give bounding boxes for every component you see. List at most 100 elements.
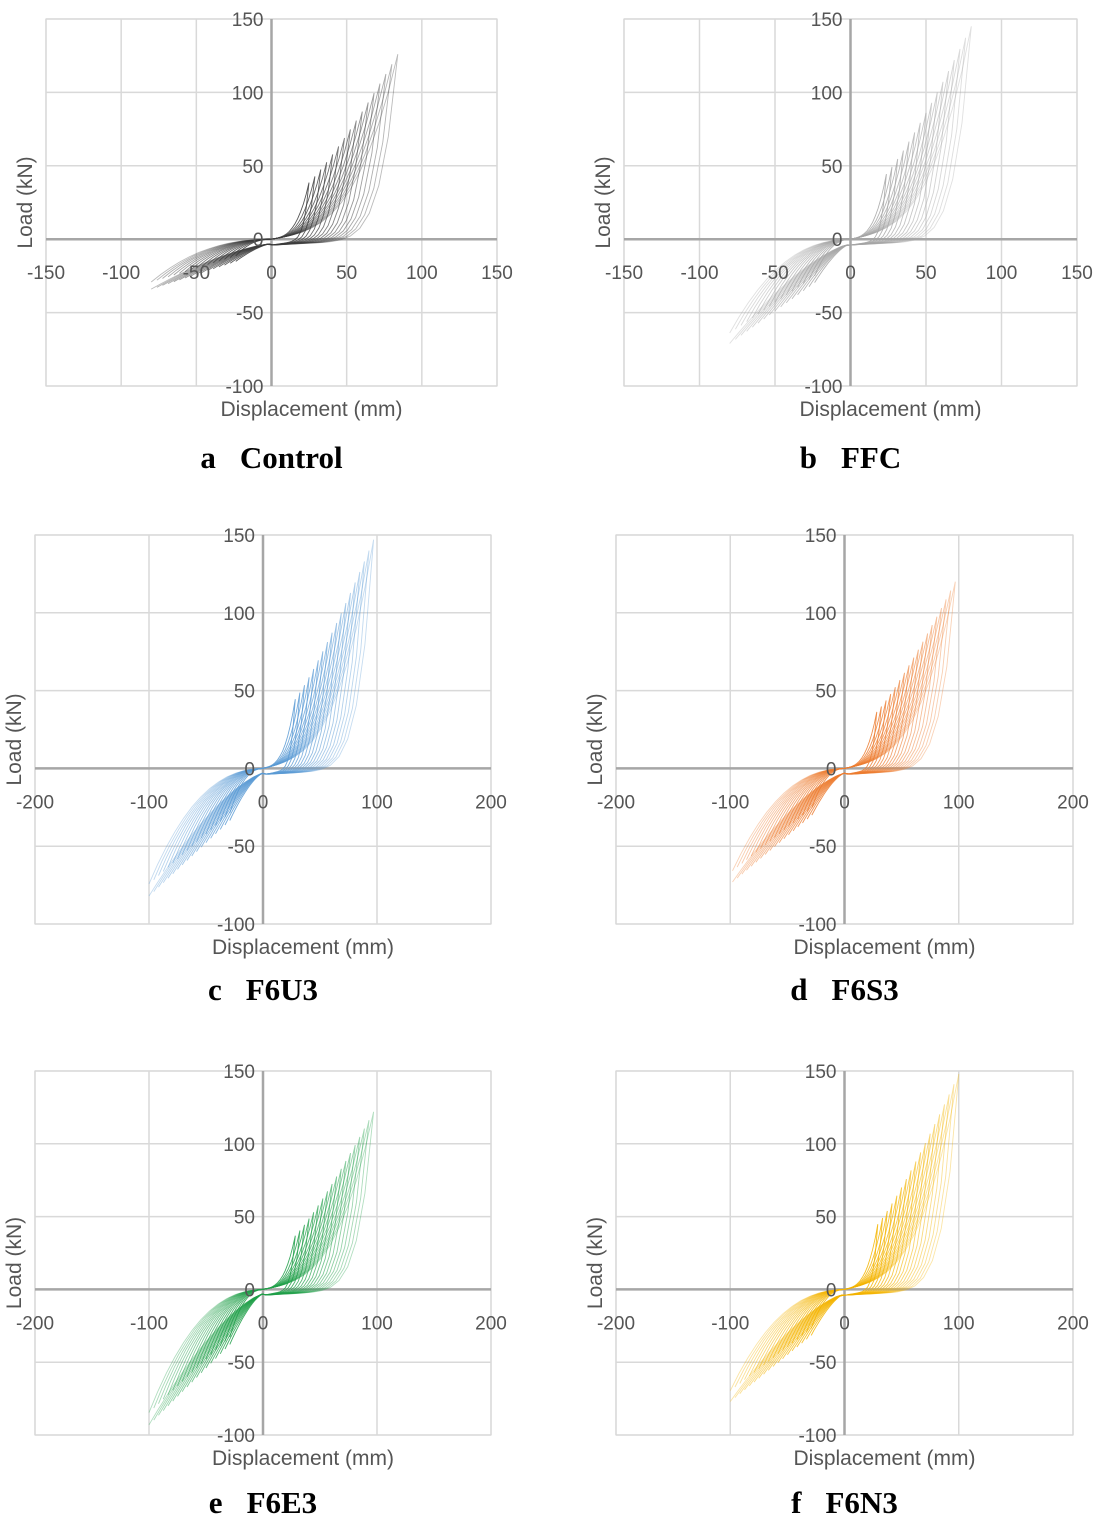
hysteresis-loop bbox=[219, 1224, 305, 1354]
panel-letter: d bbox=[790, 972, 807, 1007]
panel-name: FFC bbox=[841, 440, 901, 475]
x-tick-label: 50 bbox=[915, 263, 936, 284]
hysteresis-loop bbox=[153, 1120, 370, 1421]
hysteresis-loop bbox=[769, 649, 919, 851]
hysteresis-loop bbox=[186, 622, 338, 861]
y-tick-label: -100 bbox=[798, 915, 836, 936]
panel-caption: a Control bbox=[200, 440, 343, 475]
x-tick-label: -100 bbox=[711, 792, 749, 813]
hysteresis-loop bbox=[158, 561, 365, 888]
y-tick-label: 0 bbox=[826, 759, 837, 780]
y-tick-label: 0 bbox=[826, 1280, 837, 1301]
y-tick-label: -50 bbox=[809, 837, 836, 858]
x-axis-title: Displacement (mm) bbox=[220, 398, 402, 421]
y-tick-label: -100 bbox=[217, 1426, 255, 1447]
y-tick-label: -50 bbox=[228, 1353, 255, 1374]
y-tick-label: 0 bbox=[832, 230, 843, 251]
hysteresis-loop bbox=[148, 1111, 375, 1426]
x-tick-label: -50 bbox=[761, 263, 788, 284]
hysteresis-loop bbox=[735, 37, 967, 340]
hysteresis-loop bbox=[172, 592, 351, 875]
panel-name: F6U3 bbox=[246, 972, 318, 1007]
hysteresis-loop bbox=[148, 539, 375, 897]
y-tick-label: -100 bbox=[804, 377, 842, 398]
hysteresis-loop bbox=[763, 1143, 926, 1375]
y-tick-label: 150 bbox=[811, 10, 843, 31]
chart-panel-e: -200 -100 0 100 200-100-50050100150Displacem… bbox=[3, 1062, 507, 1520]
hysteresis-loop bbox=[181, 613, 342, 866]
hysteresis-loop bbox=[732, 581, 956, 883]
x-tick-label: 150 bbox=[1061, 263, 1093, 284]
x-axis-title: Displacement (mm) bbox=[799, 398, 981, 421]
hysteresis-loop bbox=[811, 711, 878, 816]
hysteresis-loop bbox=[788, 679, 901, 836]
hysteresis-loop bbox=[746, 60, 955, 332]
hysteresis-loop bbox=[750, 616, 938, 867]
hysteresis-loop bbox=[757, 81, 944, 324]
x-tick-label: -100 bbox=[130, 792, 168, 813]
x-tick-label: 200 bbox=[475, 792, 507, 813]
hysteresis-loop bbox=[741, 599, 947, 875]
hysteresis-loop bbox=[734, 1084, 955, 1398]
hysteresis-loop bbox=[210, 668, 315, 839]
y-tick-label: 100 bbox=[232, 83, 264, 104]
panel-name: Control bbox=[240, 440, 343, 475]
panel-letter: c bbox=[208, 972, 222, 1007]
hysteresis-series bbox=[148, 1111, 375, 1426]
hysteresis-loop bbox=[167, 1144, 356, 1407]
x-tick-label: 100 bbox=[986, 263, 1018, 284]
hysteresis-series bbox=[729, 26, 972, 344]
hysteresis-loop bbox=[736, 590, 952, 879]
y-tick-label: 100 bbox=[811, 83, 843, 104]
hysteresis-loop bbox=[805, 1217, 884, 1340]
x-tick-label: -200 bbox=[16, 1313, 54, 1334]
hysteresis-loop bbox=[744, 1104, 945, 1391]
hysteresis-loop bbox=[191, 1183, 333, 1383]
y-tick-label: 50 bbox=[242, 157, 263, 178]
hysteresis-loop bbox=[792, 687, 896, 832]
y-tick-label: -100 bbox=[798, 1426, 836, 1447]
x-tick-label: 100 bbox=[361, 1313, 393, 1334]
panel-name: F6E3 bbox=[247, 1485, 318, 1520]
y-tick-label: 150 bbox=[805, 1062, 837, 1083]
x-tick-label: -150 bbox=[27, 263, 65, 284]
hysteresis-loop bbox=[186, 1176, 338, 1388]
hysteresis-loop bbox=[806, 706, 882, 820]
hysteresis-loop bbox=[785, 132, 916, 304]
y-axis-title: Load (kN) bbox=[14, 156, 37, 248]
x-tick-label: 200 bbox=[1057, 1313, 1089, 1334]
hysteresis-loop bbox=[215, 1218, 310, 1359]
y-tick-label: 0 bbox=[244, 759, 255, 780]
y-tick-label: -100 bbox=[217, 915, 255, 936]
hysteresis-loop bbox=[191, 632, 333, 857]
hysteresis-loop bbox=[797, 693, 892, 828]
hysteresis-loop bbox=[167, 83, 381, 284]
hysteresis-loop bbox=[205, 1205, 319, 1369]
chart-panel-b: -150 -100 -50 0 50 100 150-100-50050100150Disp… bbox=[592, 10, 1093, 475]
hysteresis-loop bbox=[814, 174, 887, 283]
hysteresis-loop bbox=[755, 625, 933, 863]
x-tick-label: 0 bbox=[839, 792, 850, 813]
x-tick-label: 50 bbox=[336, 263, 357, 284]
x-tick-label: 0 bbox=[258, 1313, 269, 1334]
x-tick-label: 100 bbox=[406, 263, 438, 284]
y-tick-label: 50 bbox=[234, 1208, 255, 1229]
y-tick-label: 150 bbox=[223, 1062, 255, 1083]
y-axis-title: Load (kN) bbox=[3, 693, 26, 785]
y-axis-title: Load (kN) bbox=[3, 1217, 26, 1309]
hysteresis-loop bbox=[797, 150, 904, 296]
x-tick-label: 100 bbox=[943, 1313, 975, 1334]
x-tick-label: 100 bbox=[361, 792, 393, 813]
panel-letter: b bbox=[800, 440, 817, 475]
panel-name: F6S3 bbox=[832, 972, 899, 1007]
y-axis-title: Load (kN) bbox=[584, 1217, 607, 1309]
hysteresis-loop bbox=[729, 1073, 960, 1402]
y-tick-label: 150 bbox=[805, 526, 837, 547]
hysteresis-loop bbox=[808, 166, 893, 287]
hysteresis-loop bbox=[774, 112, 927, 312]
panel-caption: f F6N3 bbox=[791, 1485, 898, 1520]
x-tick-label: -100 bbox=[102, 263, 140, 284]
y-tick-label: 100 bbox=[805, 1135, 837, 1156]
hysteresis-loop bbox=[181, 1168, 342, 1392]
